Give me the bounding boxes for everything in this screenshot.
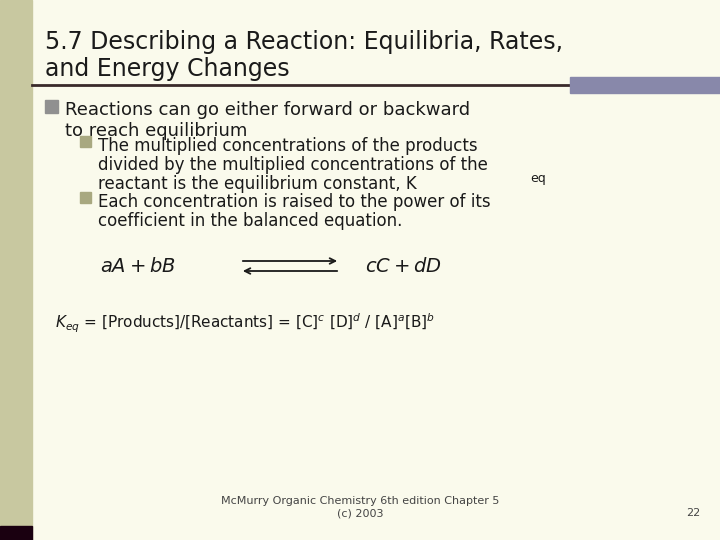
Text: reactant is the equilibrium constant, K: reactant is the equilibrium constant, K — [98, 175, 417, 193]
Text: 5.7 Describing a Reaction: Equilibria, Rates,: 5.7 Describing a Reaction: Equilibria, R… — [45, 30, 563, 54]
Text: Each concentration is raised to the power of its: Each concentration is raised to the powe… — [98, 193, 490, 211]
Bar — [45, 100, 58, 113]
Text: McMurry Organic Chemistry 6th edition Chapter 5
(c) 2003: McMurry Organic Chemistry 6th edition Ch… — [221, 496, 499, 518]
Text: divided by the multiplied concentrations of the: divided by the multiplied concentrations… — [98, 156, 488, 174]
Text: $aA + bB$: $aA + bB$ — [100, 257, 176, 276]
Text: $cC + dD$: $cC + dD$ — [365, 257, 442, 276]
Bar — [0, 526, 32, 540]
Text: Reactions can go either forward or backward: Reactions can go either forward or backw… — [65, 101, 470, 119]
Bar — [80, 192, 91, 203]
Text: eq: eq — [530, 172, 546, 185]
Bar — [570, 77, 720, 93]
Bar — [80, 136, 91, 147]
Text: to reach equilibrium: to reach equilibrium — [65, 122, 248, 140]
Text: coefficient in the balanced equation.: coefficient in the balanced equation. — [98, 212, 402, 230]
Text: 22: 22 — [685, 508, 700, 518]
Text: The multiplied concentrations of the products: The multiplied concentrations of the pro… — [98, 137, 477, 155]
Text: and Energy Changes: and Energy Changes — [45, 57, 289, 81]
Bar — [0, 0, 32, 540]
Text: $K_{eq}$ = [Products]/[Reactants] = [C]$^{c}$ [D]$^{d}$ / [A]$^{a}$[B]$^{b}$: $K_{eq}$ = [Products]/[Reactants] = [C]$… — [55, 312, 435, 335]
